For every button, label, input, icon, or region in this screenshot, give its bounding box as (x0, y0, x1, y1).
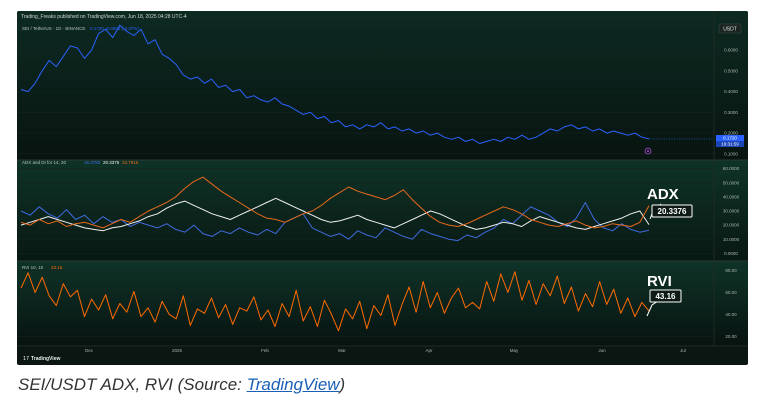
y-tick-label: 10.0000 (723, 237, 740, 242)
y-tick-label: 20.0000 (723, 223, 740, 228)
time-axis: Dec 2025 Feb Mar Apr May Jun Jul (85, 348, 686, 353)
rvi-panel (17, 261, 748, 346)
y-tick-label: 20.00 (725, 334, 737, 339)
y-tick-label: 30.0000 (723, 209, 740, 214)
adx-callout-box (651, 204, 693, 218)
y-tick-label: 40.00 (725, 312, 737, 317)
rvi-indicator-line: RVI 10, 10 (22, 265, 44, 270)
y-tick-label: 0.0000 (724, 251, 738, 256)
adx-indicator-line: ADX and DI for 14, 20 (22, 160, 67, 165)
y-tick-label: 80.00 (725, 268, 737, 273)
last-price-label: 0.1720 (723, 136, 737, 141)
x-tick-label: Feb (261, 348, 269, 353)
adx-chart: 0.0000 10.0000 20.0000 30.0000 40.0000 50.000… (17, 166, 740, 256)
countdown-label: 19:31:59 (721, 142, 739, 147)
tradingview-chart: Trading_Freaks published on TradingView.… (17, 11, 748, 362)
y-tick-label: 50.0000 (723, 180, 740, 185)
x-tick-label: 2025 (172, 348, 183, 353)
adx-value-blue: 16.3780 (84, 160, 101, 165)
y-tick-label: 60.0000 (723, 166, 740, 171)
y-tick-label: 0.3000 (724, 110, 738, 115)
chart-frame: Trading_Freaks published on TradingView.… (17, 11, 748, 365)
publish-line: Trading_Freaks published on TradingView.… (21, 14, 187, 20)
figure-caption: SEI/USDT ADX, RVI (Source: TradingView) (18, 375, 345, 395)
rvi-callout-value: 43.16 (655, 292, 676, 301)
price-panel (17, 11, 748, 160)
brand-name: TradingView (31, 356, 60, 362)
price-chart: 0.1000 0.2000 0.3000 0.4000 0.5000 0.6000 (17, 24, 738, 156)
y-tick-label: 0.6000 (724, 48, 738, 53)
rvi-callout-box (649, 289, 682, 303)
symbol-line: SEI / TetherUS · 1D · BINANCE (22, 26, 85, 31)
adx-value-white: 20.3376 (103, 160, 120, 165)
x-tick-label: Mar (338, 348, 346, 353)
series-line-main (20, 24, 650, 144)
series-line--di (20, 176, 650, 229)
adx-callout-value: 20.3376 (658, 207, 687, 216)
series-line--di (20, 202, 650, 242)
x-tick-label: Jun (598, 348, 606, 353)
y-tick-label: 60.00 (725, 290, 737, 295)
caption-text: SEI/USDT ADX, RVI (Source: (18, 375, 247, 394)
countdown-tag (716, 141, 744, 147)
y-tick-label: 0.4000 (724, 89, 738, 94)
y-tick-label: 0.5000 (724, 68, 738, 73)
adx-panel (17, 160, 748, 261)
last-price-tag (716, 135, 744, 141)
currency-label: USDT (723, 27, 737, 33)
series-line-adx (20, 197, 650, 232)
source-link[interactable]: TradingView (246, 375, 340, 394)
rvi-big-label: RVI (647, 273, 672, 290)
adx-value-orange: 33.7916 (122, 160, 139, 165)
y-tick-label: 40.0000 (723, 194, 740, 199)
x-tick-label: Apr (425, 348, 433, 353)
price-quote: 0.1720 -0.0058 (-3.37%) (90, 26, 139, 31)
alert-marker-dot (647, 150, 649, 152)
series-line-main (20, 271, 650, 332)
rvi-chart: 20.00 40.00 60.00 80.00 (17, 268, 737, 339)
y-tick-label: 0.2000 (724, 131, 738, 136)
x-tick-label: May (510, 348, 519, 353)
y-tick-label: 0.1000 (724, 151, 738, 156)
alert-marker-icon[interactable] (644, 147, 652, 155)
tradingview-logo-icon: 17 (23, 356, 29, 362)
adx-big-label: ADX (647, 186, 679, 203)
caption-end: ) (339, 375, 346, 394)
x-tick-label: Jul (680, 348, 686, 353)
x-tick-label: Dec (85, 348, 94, 353)
rvi-value: 43.16 (51, 265, 63, 270)
currency-button[interactable] (718, 23, 742, 34)
